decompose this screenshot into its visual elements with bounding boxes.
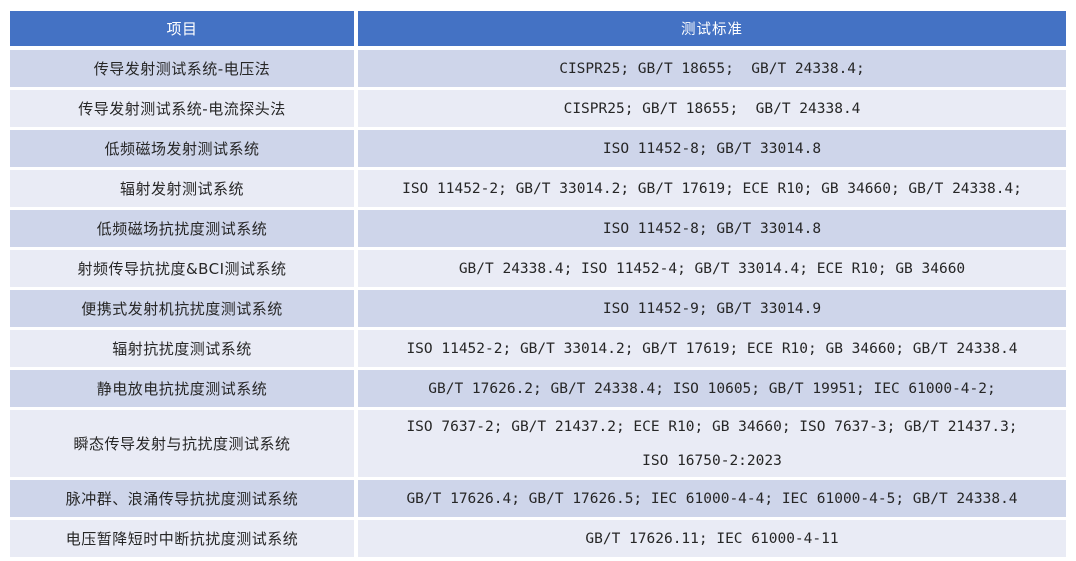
item-cell: 低频磁场发射测试系统 xyxy=(10,130,354,167)
table-row: 低频磁场抗扰度测试系统 ISO 11452-8; GB/T 33014.8 xyxy=(10,210,1066,247)
item-cell: 传导发射测试系统-电流探头法 xyxy=(10,90,354,127)
table-row: 静电放电抗扰度测试系统 GB/T 17626.2; GB/T 24338.4; … xyxy=(10,370,1066,407)
item-cell: 便携式发射机抗扰度测试系统 xyxy=(10,290,354,327)
standard-cell: ISO 7637-2; GB/T 21437.2; ECE R10; GB 34… xyxy=(358,410,1066,477)
item-cell: 射频传导抗扰度&BCI测试系统 xyxy=(10,250,354,287)
table-header-row: 项目 测试标准 xyxy=(10,11,1066,46)
table-row: 传导发射测试系统-电流探头法 CISPR25; GB/T 18655; GB/T… xyxy=(10,90,1066,127)
test-standards-table: 项目 测试标准 传导发射测试系统-电压法 CISPR25; GB/T 18655… xyxy=(10,11,1066,560)
standard-cell: CISPR25; GB/T 18655; GB/T 24338.4 xyxy=(358,90,1066,127)
table-row: 传导发射测试系统-电压法 CISPR25; GB/T 18655; GB/T 2… xyxy=(10,50,1066,87)
standard-cell: ISO 11452-9; GB/T 33014.9 xyxy=(358,290,1066,327)
table-row: 电压暂降短时中断抗扰度测试系统 GB/T 17626.11; IEC 61000… xyxy=(10,520,1066,557)
standard-cell: GB/T 24338.4; ISO 11452-4; GB/T 33014.4;… xyxy=(358,250,1066,287)
table-row: 低频磁场发射测试系统 ISO 11452-8; GB/T 33014.8 xyxy=(10,130,1066,167)
table-row: 辐射抗扰度测试系统 ISO 11452-2; GB/T 33014.2; GB/… xyxy=(10,330,1066,367)
item-cell: 辐射抗扰度测试系统 xyxy=(10,330,354,367)
standard-cell: GB/T 17626.4; GB/T 17626.5; IEC 61000-4-… xyxy=(358,480,1066,517)
standard-cell: ISO 11452-2; GB/T 33014.2; GB/T 17619; E… xyxy=(358,170,1066,207)
item-cell: 辐射发射测试系统 xyxy=(10,170,354,207)
item-cell: 静电放电抗扰度测试系统 xyxy=(10,370,354,407)
table-row: 便携式发射机抗扰度测试系统 ISO 11452-9; GB/T 33014.9 xyxy=(10,290,1066,327)
item-cell: 脉冲群、浪涌传导抗扰度测试系统 xyxy=(10,480,354,517)
table-row: 射频传导抗扰度&BCI测试系统 GB/T 24338.4; ISO 11452-… xyxy=(10,250,1066,287)
table-row: 瞬态传导发射与抗扰度测试系统 ISO 7637-2; GB/T 21437.2;… xyxy=(10,410,1066,477)
item-cell: 瞬态传导发射与抗扰度测试系统 xyxy=(10,410,354,477)
item-cell: 低频磁场抗扰度测试系统 xyxy=(10,210,354,247)
item-cell: 电压暂降短时中断抗扰度测试系统 xyxy=(10,520,354,557)
standard-cell: GB/T 17626.2; GB/T 24338.4; ISO 10605; G… xyxy=(358,370,1066,407)
standard-cell: GB/T 17626.11; IEC 61000-4-11 xyxy=(358,520,1066,557)
standard-cell: ISO 11452-2; GB/T 33014.2; GB/T 17619; E… xyxy=(358,330,1066,367)
table-row: 辐射发射测试系统 ISO 11452-2; GB/T 33014.2; GB/T… xyxy=(10,170,1066,207)
standard-cell: ISO 11452-8; GB/T 33014.8 xyxy=(358,130,1066,167)
header-cell-item: 项目 xyxy=(10,11,354,46)
header-cell-standard: 测试标准 xyxy=(358,11,1066,46)
standard-cell: ISO 11452-8; GB/T 33014.8 xyxy=(358,210,1066,247)
table-row: 脉冲群、浪涌传导抗扰度测试系统 GB/T 17626.4; GB/T 17626… xyxy=(10,480,1066,517)
standard-cell: CISPR25; GB/T 18655; GB/T 24338.4; xyxy=(358,50,1066,87)
item-cell: 传导发射测试系统-电压法 xyxy=(10,50,354,87)
